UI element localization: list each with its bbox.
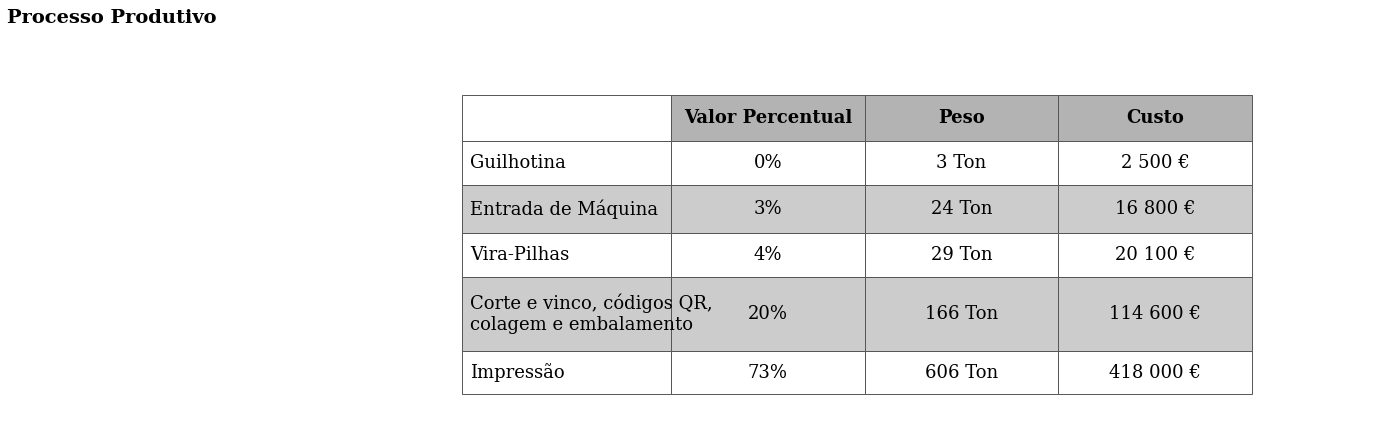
Bar [671, 141, 865, 185]
Bar [865, 233, 1059, 277]
Bar [461, 277, 671, 351]
Bar [865, 185, 1059, 233]
Text: Corte e vinco, códigos QR,
colagem e embalamento: Corte e vinco, códigos QR, colagem e emb… [471, 294, 712, 334]
Bar [671, 351, 865, 394]
Bar [671, 277, 865, 351]
Bar [1059, 95, 1252, 141]
Text: 0%: 0% [753, 154, 782, 172]
Bar [671, 185, 865, 233]
Text: 2 500 €: 2 500 € [1120, 154, 1189, 172]
Text: Entrada de Máquina: Entrada de Máquina [471, 199, 658, 219]
Bar [865, 277, 1059, 351]
Bar [865, 95, 1059, 141]
Text: Vira-Pilhas: Vira-Pilhas [471, 246, 570, 264]
Text: 114 600 €: 114 600 € [1109, 305, 1201, 323]
Text: 606 Ton: 606 Ton [925, 364, 997, 382]
Bar [671, 233, 865, 277]
Text: 3 Ton: 3 Ton [936, 154, 986, 172]
Text: Impressão: Impressão [471, 363, 564, 382]
Bar [461, 233, 671, 277]
Text: 166 Ton: 166 Ton [925, 305, 997, 323]
Text: 24 Ton: 24 Ton [930, 200, 992, 218]
Text: Custo: Custo [1126, 109, 1185, 127]
Text: Peso: Peso [937, 109, 985, 127]
Bar [1059, 141, 1252, 185]
Bar [461, 141, 671, 185]
Text: 20 100 €: 20 100 € [1115, 246, 1196, 264]
Text: 73%: 73% [747, 364, 788, 382]
Text: 20%: 20% [747, 305, 788, 323]
Text: 16 800 €: 16 800 € [1115, 200, 1196, 218]
Text: 3%: 3% [753, 200, 782, 218]
Text: 29 Ton: 29 Ton [930, 246, 992, 264]
Bar [461, 95, 671, 141]
Bar [865, 351, 1059, 394]
Text: 4%: 4% [753, 246, 782, 264]
Bar [865, 141, 1059, 185]
Bar [671, 95, 865, 141]
Bar [1059, 233, 1252, 277]
Bar [461, 351, 671, 394]
Text: Guilhotina: Guilhotina [471, 154, 566, 172]
Text: 418 000 €: 418 000 € [1109, 364, 1201, 382]
Bar [1059, 185, 1252, 233]
Text: Processo Produtivo: Processo Produtivo [7, 9, 217, 27]
Text: Valor Percentual: Valor Percentual [683, 109, 852, 127]
Bar [1059, 351, 1252, 394]
Bar [461, 185, 671, 233]
Bar [1059, 277, 1252, 351]
